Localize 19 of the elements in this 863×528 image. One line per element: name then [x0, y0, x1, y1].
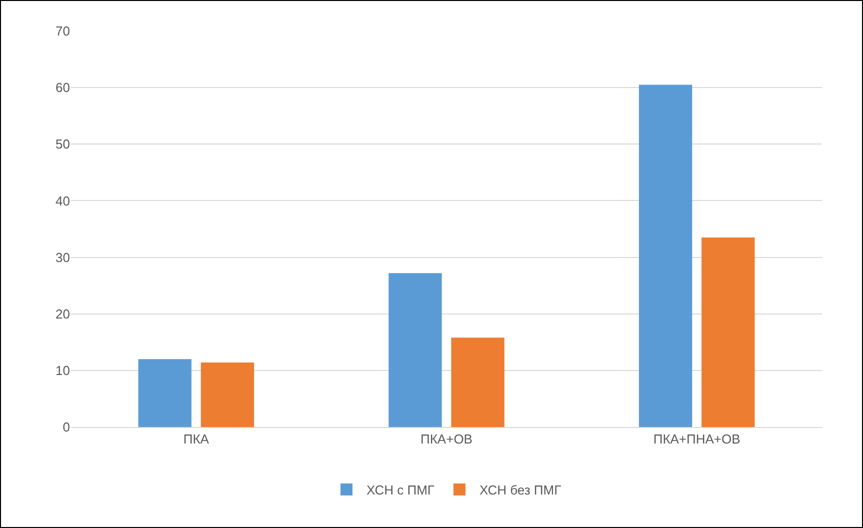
y-tick-label: 70 [56, 24, 70, 39]
y-tick-label: 60 [56, 80, 70, 96]
y-tick-label: 20 [56, 306, 70, 322]
bar [200, 362, 254, 427]
x-tick-label: ПКА+ПНА+ОВ [653, 432, 740, 447]
y-tick-label: 50 [56, 136, 70, 152]
bar [138, 359, 192, 427]
bar [702, 237, 755, 427]
x-tick-label: ПКА [183, 432, 210, 447]
bar [451, 338, 504, 427]
legend-label: ХСН с ПМГ [366, 482, 434, 498]
legend-label: ХСН без ПМГ [479, 482, 562, 498]
y-tick-label: 40 [56, 193, 70, 208]
y-tick-label: 0 [62, 420, 70, 435]
y-tick-label: 30 [56, 250, 70, 265]
y-tick-label: 10 [56, 362, 70, 378]
bar [388, 273, 442, 427]
x-tick-label: ПКА+ОВ [420, 432, 472, 447]
bar [638, 84, 692, 427]
